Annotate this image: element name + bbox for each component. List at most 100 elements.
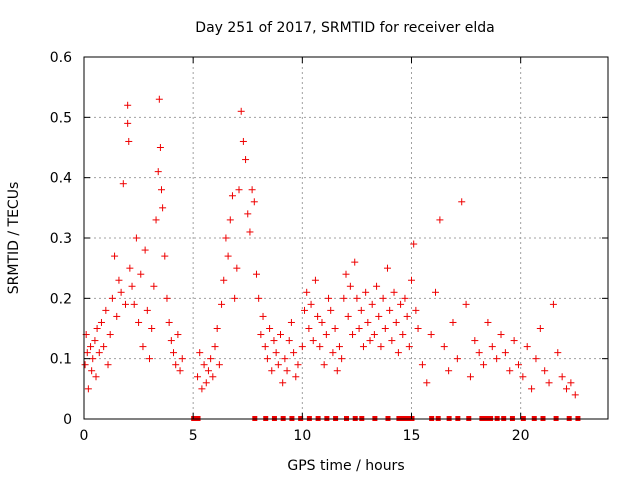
data-point bbox=[198, 385, 206, 393]
data-point bbox=[237, 107, 245, 115]
data-point bbox=[113, 312, 121, 320]
data-point bbox=[250, 198, 258, 206]
data-point bbox=[388, 337, 396, 345]
data-point bbox=[410, 240, 418, 248]
data-point bbox=[338, 355, 346, 363]
data-point bbox=[432, 288, 440, 296]
data-point bbox=[207, 355, 215, 363]
x-tick-label: 10 bbox=[293, 428, 311, 444]
data-point bbox=[397, 300, 405, 308]
data-point bbox=[202, 379, 210, 387]
data-point bbox=[244, 210, 252, 218]
data-point bbox=[285, 337, 293, 345]
data-point bbox=[252, 270, 260, 278]
data-point bbox=[194, 373, 202, 381]
data-point bbox=[178, 355, 186, 363]
data-point bbox=[272, 349, 280, 357]
data-point bbox=[121, 300, 129, 308]
y-tick-label: 0.6 bbox=[50, 50, 72, 66]
data-point bbox=[545, 379, 553, 387]
data-point bbox=[231, 294, 239, 302]
data-point bbox=[377, 343, 385, 351]
data-point bbox=[224, 252, 232, 260]
data-point bbox=[375, 312, 383, 320]
data-point bbox=[493, 355, 501, 363]
data-point bbox=[528, 385, 536, 393]
data-point bbox=[344, 312, 352, 320]
data-point bbox=[146, 355, 153, 363]
data-point bbox=[571, 391, 579, 399]
data-point bbox=[83, 349, 91, 357]
y-tick-label: 0.3 bbox=[50, 231, 72, 247]
data-point bbox=[261, 343, 269, 351]
data-point bbox=[200, 361, 208, 369]
data-point bbox=[152, 216, 160, 224]
data-point bbox=[408, 276, 415, 284]
data-point bbox=[115, 276, 123, 284]
data-point bbox=[132, 234, 140, 242]
data-point bbox=[567, 379, 575, 387]
data-point bbox=[320, 361, 328, 369]
data-point bbox=[294, 361, 302, 369]
data-point bbox=[333, 367, 341, 375]
data-point bbox=[158, 186, 166, 194]
data-point bbox=[235, 186, 243, 194]
data-point bbox=[309, 337, 317, 345]
data-point bbox=[159, 204, 167, 212]
data-point bbox=[281, 355, 289, 363]
data-point bbox=[353, 294, 361, 302]
data-point bbox=[287, 318, 295, 326]
data-point bbox=[349, 331, 357, 339]
data-point bbox=[351, 258, 359, 266]
data-point bbox=[335, 343, 343, 351]
data-point bbox=[167, 337, 175, 345]
data-point bbox=[209, 373, 217, 381]
data-point bbox=[204, 367, 212, 375]
data-point bbox=[95, 349, 103, 357]
data-point bbox=[554, 349, 562, 357]
data-point bbox=[449, 318, 457, 326]
data-point bbox=[305, 325, 313, 332]
data-point bbox=[301, 306, 309, 314]
data-point bbox=[124, 119, 132, 127]
data-point bbox=[318, 318, 326, 326]
data-point bbox=[102, 306, 110, 314]
data-point bbox=[248, 186, 256, 194]
x-axis-title: GPS time / hours bbox=[287, 458, 404, 474]
data-point bbox=[386, 306, 394, 314]
y-tick-label: 0 bbox=[63, 412, 72, 428]
data-point bbox=[100, 343, 108, 351]
data-point bbox=[84, 385, 92, 393]
data-point bbox=[156, 144, 164, 151]
data-point bbox=[466, 373, 474, 381]
data-point bbox=[170, 349, 178, 357]
data-point bbox=[93, 325, 101, 332]
data-point bbox=[135, 318, 143, 326]
data-point bbox=[125, 137, 133, 145]
y-tick-label: 0.1 bbox=[50, 352, 72, 368]
data-point bbox=[119, 180, 127, 188]
data-point bbox=[322, 331, 330, 339]
data-point bbox=[412, 306, 420, 314]
data-point bbox=[536, 325, 544, 332]
data-point bbox=[462, 300, 470, 308]
data-point bbox=[104, 361, 112, 369]
axis-ticks: 0 5 10 15 20 0 0.1 0.2 0.3 0.4 0.5 0.6 bbox=[50, 50, 608, 444]
data-point bbox=[340, 294, 348, 302]
data-point bbox=[139, 343, 147, 351]
data-point bbox=[401, 294, 409, 302]
x-tick-label: 15 bbox=[403, 428, 421, 444]
data-point bbox=[148, 325, 156, 332]
data-point bbox=[445, 367, 453, 375]
data-point bbox=[255, 294, 263, 302]
data-point bbox=[259, 312, 267, 320]
data-point bbox=[137, 270, 145, 278]
y-axis-title: SRMTID / TECUs bbox=[6, 182, 22, 295]
data-point bbox=[523, 343, 531, 351]
data-point bbox=[510, 337, 518, 345]
data-point bbox=[81, 361, 89, 369]
data-point bbox=[314, 312, 322, 320]
data-point bbox=[176, 367, 184, 375]
data-point bbox=[405, 343, 413, 351]
data-point bbox=[130, 300, 138, 308]
